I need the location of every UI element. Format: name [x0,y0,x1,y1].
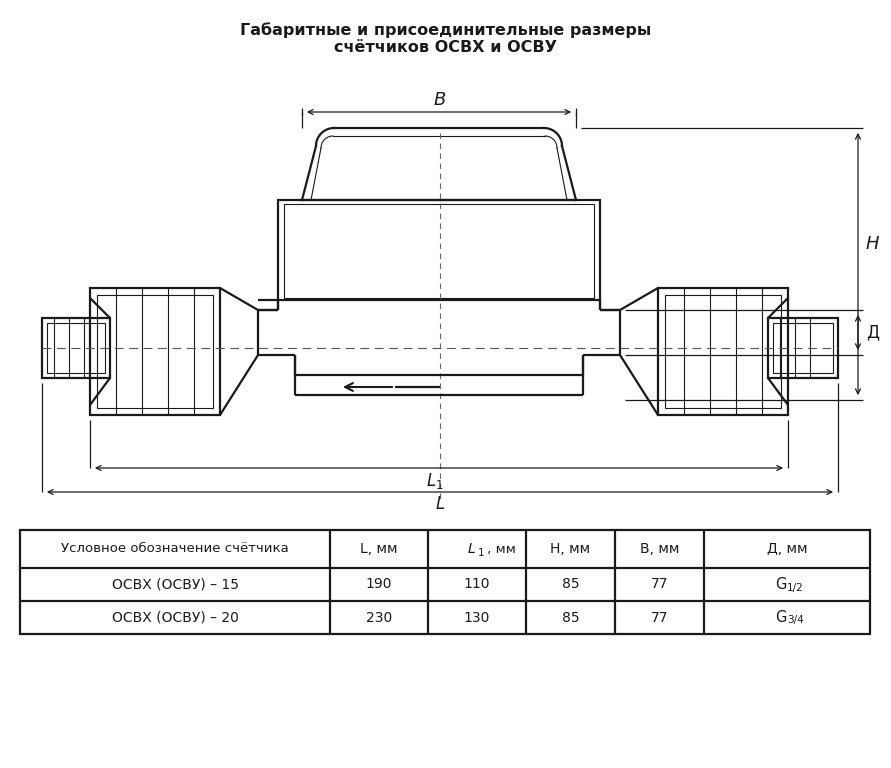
Text: 190: 190 [366,578,392,591]
Text: Д: Д [866,323,879,342]
Text: B, мм: B, мм [640,542,679,556]
Text: Условное обозначение счётчика: Условное обозначение счётчика [61,542,289,555]
Text: 110: 110 [463,578,490,591]
Text: 85: 85 [561,611,579,624]
Bar [658,288,788,415]
Text: B: B [434,91,446,109]
Text: 77: 77 [650,578,668,591]
Bar [97,295,213,408]
Text: 1: 1 [478,548,485,558]
Text: 85: 85 [561,578,579,591]
Text: L, мм: L, мм [360,542,398,556]
Text: 130: 130 [463,611,490,624]
Bar [768,318,838,378]
Text: H: H [866,235,879,253]
Text: $L_1$: $L_1$ [426,471,444,491]
Text: G: G [775,577,786,592]
Bar [90,288,220,415]
Bar [47,323,105,373]
Text: Габаритные и присоединительные размеры: Габаритные и присоединительные размеры [241,22,651,38]
Text: 1/2: 1/2 [787,582,804,592]
Text: счётчиков ОСВХ и ОСВУ: счётчиков ОСВХ и ОСВУ [334,40,558,55]
Text: ОСВХ (ОСВУ) – 20: ОСВХ (ОСВУ) – 20 [111,611,239,624]
Text: ОСВХ (ОСВУ) – 15: ОСВХ (ОСВУ) – 15 [111,578,239,591]
Bar [284,204,594,298]
Bar [42,318,110,378]
Text: 230: 230 [366,611,392,624]
Text: H, мм: H, мм [551,542,591,556]
Bar [665,295,781,408]
Text: , мм: , мм [483,542,516,555]
Text: 3/4: 3/4 [787,615,804,625]
Bar [773,323,833,373]
Text: L: L [436,495,445,513]
Bar [278,200,600,300]
Bar [20,530,870,634]
Text: 77: 77 [650,611,668,624]
Text: L: L [467,542,475,556]
Text: G: G [775,610,786,625]
Text: Д, мм: Д, мм [767,542,807,556]
